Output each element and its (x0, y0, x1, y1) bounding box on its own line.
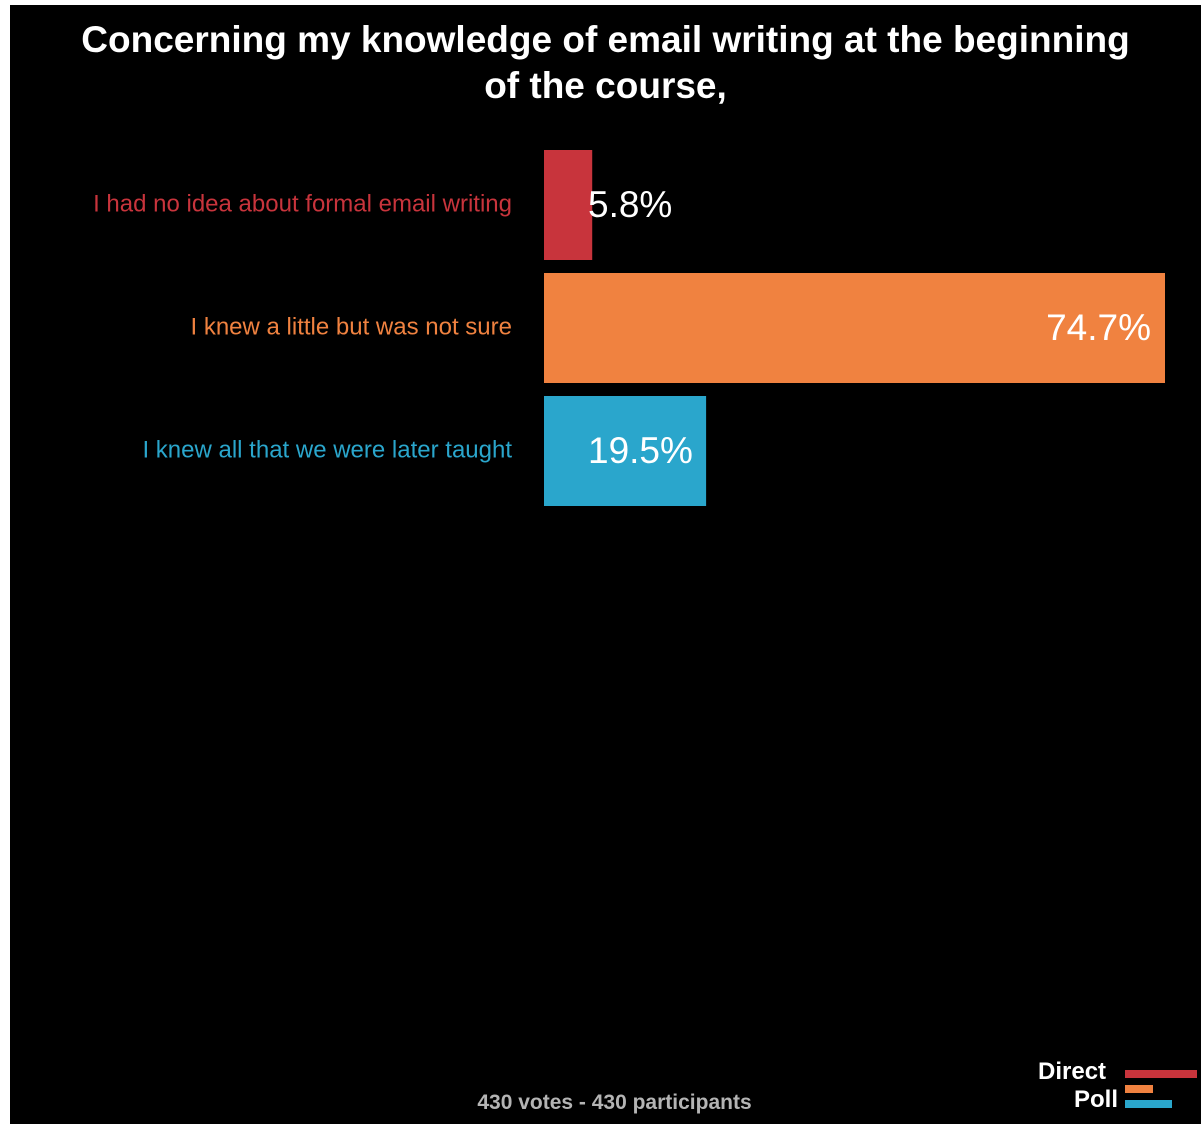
bar-1 (544, 273, 1165, 383)
category-label-0: I had no idea about formal email writing (93, 190, 512, 217)
value-label-1: 74.7% (1046, 307, 1151, 348)
logo-text-direct: Direct (1038, 1058, 1107, 1085)
logo-bar-red (1125, 1070, 1197, 1078)
category-label-2: I knew all that we were later taught (142, 436, 512, 463)
bar-0 (544, 150, 593, 260)
bar-2 (544, 396, 707, 506)
category-label-1: I knew a little but was not sure (191, 313, 513, 340)
poll-results-panel: Concerning my knowledge of email writing… (10, 5, 1201, 1124)
vote-count-footer: 430 votes - 430 participants (477, 1091, 752, 1114)
directpoll-logo: Direct Poll (1038, 1059, 1200, 1115)
logo-bar-blue (1125, 1100, 1172, 1108)
chart-title-line-2: of the course, (484, 65, 727, 106)
chart-title: Concerning my knowledge of email writing… (10, 17, 1201, 109)
logo-text-poll: Poll (1074, 1086, 1119, 1113)
bar-chart: I had no idea about formal email writing… (93, 150, 1165, 506)
logo-bar-orange (1125, 1085, 1153, 1093)
value-label-0: 5.8% (588, 184, 672, 225)
chart-title-line-1: Concerning my knowledge of email writing… (81, 19, 1130, 60)
value-label-2: 19.5% (588, 430, 693, 471)
